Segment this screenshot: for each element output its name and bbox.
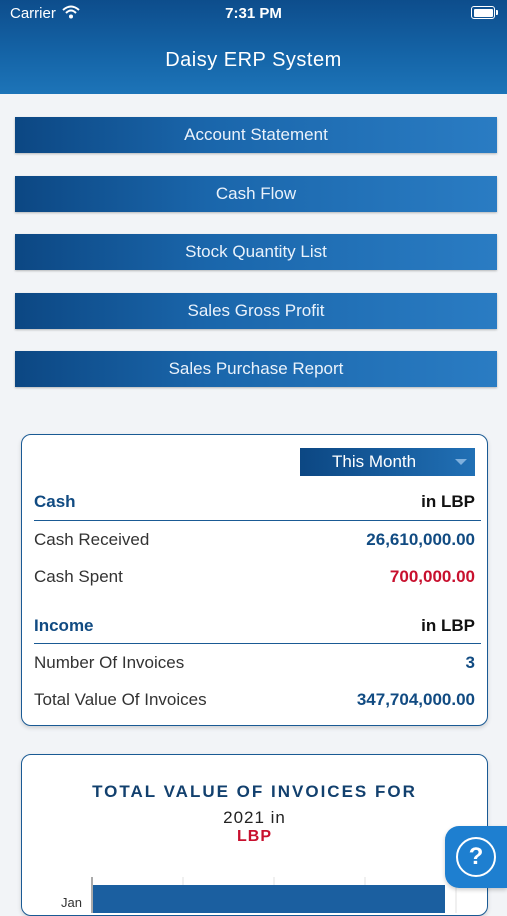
chart-currency: LBP (237, 828, 272, 845)
stock-quantity-list-button[interactable]: Stock Quantity List (15, 234, 497, 270)
sales-gross-profit-button[interactable]: Sales Gross Profit (15, 293, 497, 329)
total-value-of-invoices-value: 347,704,000.00 (356, 690, 475, 709)
page-title: Daisy ERP System (165, 49, 342, 71)
cash-spent-row: Cash Spent 700,000.00 (34, 567, 475, 591)
cash-section-title: Cash (34, 492, 76, 511)
category-label-jan: Jan (61, 895, 82, 910)
sales-purchase-report-button[interactable]: Sales Purchase Report (15, 351, 497, 387)
question-icon: ? (456, 837, 496, 877)
cash-section-header: Cash in LBP (34, 492, 475, 516)
cash-received-row: Cash Received 26,610,000.00 (34, 530, 475, 554)
chart-title: TOTAL VALUE OF INVOICES FOR (92, 782, 417, 801)
cash-spent-value: 700,000.00 (389, 567, 475, 586)
carrier-label: Carrier (10, 5, 56, 22)
clock: 7:31 PM (225, 5, 282, 22)
battery-icon (471, 6, 498, 19)
cash-section-unit: in LBP (421, 492, 475, 511)
chart-bar-jan (93, 885, 445, 913)
chevron-down-icon (455, 459, 467, 465)
chart-subtitle: 2021 in (223, 808, 286, 827)
period-dropdown[interactable]: This Month (300, 448, 475, 476)
cash-spent-label: Cash Spent (34, 567, 123, 586)
cash-received-label: Cash Received (34, 530, 150, 549)
period-dropdown-label: This Month (332, 452, 417, 471)
income-section-unit: in LBP (421, 616, 475, 635)
cash-flow-button[interactable]: Cash Flow (15, 176, 497, 212)
total-value-of-invoices-row: Total Value Of Invoices 347,704,000.00 (34, 690, 475, 714)
summary-card: This Month Cash in LBP Cash Received 26,… (21, 434, 488, 726)
status-bar: Carrier 7:31 PM (0, 0, 507, 30)
divider (34, 643, 481, 644)
app-header: Carrier 7:31 PM Daisy ERP System (0, 0, 507, 94)
account-statement-button[interactable]: Account Statement (15, 117, 497, 153)
wifi-icon (62, 5, 80, 23)
cash-received-value: 26,610,000.00 (366, 530, 475, 549)
income-section-title: Income (34, 616, 94, 635)
number-of-invoices-row: Number Of Invoices 3 (34, 653, 475, 677)
number-of-invoices-label: Number Of Invoices (34, 653, 185, 672)
invoices-chart-card: TOTAL VALUE OF INVOICES FOR 2021 in LBP … (21, 754, 488, 916)
income-section-header: Income in LBP (34, 616, 475, 640)
number-of-invoices-value: 3 (465, 653, 475, 672)
divider (34, 520, 481, 521)
chart-plot: Jan (61, 877, 457, 913)
help-button[interactable]: ? (445, 826, 507, 888)
total-value-of-invoices-label: Total Value Of Invoices (34, 690, 207, 709)
